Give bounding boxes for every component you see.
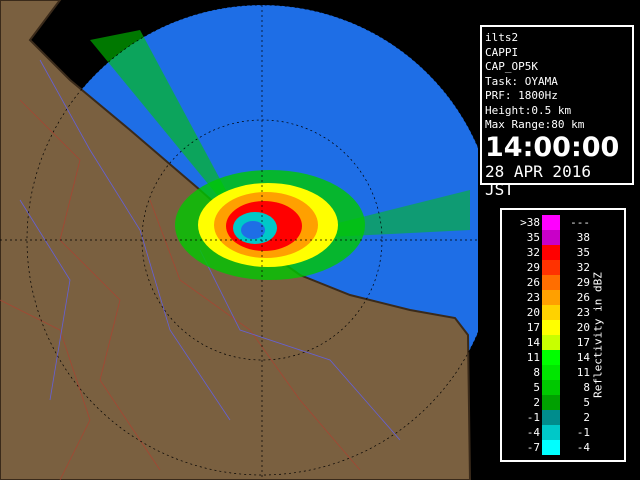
legend-swatch [542,335,560,350]
legend-swatch [542,275,560,290]
radar-map [0,0,478,480]
legend-swatch [542,395,560,410]
legend-swatch [542,215,560,230]
legend-low: -7 [526,441,540,454]
legend-low: 5 [533,381,540,394]
legend-high: 20 [576,321,590,334]
legend-low: -1 [526,411,540,424]
range-rings [0,0,478,480]
legend-high: 35 [576,246,590,259]
info-line: CAP_OP5K [485,60,538,73]
legend-high: 26 [576,291,590,304]
legend-row: 29 32 [502,260,624,275]
legend-row: 20 23 [502,305,624,320]
legend-swatch [542,230,560,245]
legend-low: 26 [526,276,540,289]
legend: Reflectivity in dBZ >38 --- 35 38 32 35 29 32 26… [500,208,626,462]
legend-swatch [542,290,560,305]
legend-row: 35 38 [502,230,624,245]
legend-row: -4 -1 [502,425,624,440]
legend-row: 17 20 [502,320,624,335]
legend-low: 20 [526,306,540,319]
legend-high: 23 [576,306,590,319]
legend-high: 8 [583,381,590,394]
info-line: PRF: 1800Hz [485,89,558,102]
info-line: Task: OYAMA [485,74,558,88]
legend-row: 23 26 [502,290,624,305]
info-line: ilts2 [485,31,519,44]
legend-swatch [542,425,560,440]
boundaries [0,99,361,480]
legend-low: 11 [526,351,540,364]
legend-row: 32 35 [502,245,624,260]
time: 14:00:00 [485,131,620,163]
info-line: Height:0.5 km [485,103,572,117]
legend-low: 8 [533,366,540,379]
legend-high: 38 [576,231,590,244]
legend-swatch [542,245,560,260]
date: 28 APR 2016 JST [485,161,591,199]
rivers [19,59,401,441]
legend-swatch [542,350,560,365]
legend-low: >38 [520,216,540,229]
legend-high: --- [570,216,590,229]
legend-swatch [542,305,560,320]
legend-low: 2 [533,396,540,409]
legend-low: 35 [526,231,540,244]
legend-row: 14 17 [502,335,624,350]
legend-row: -1 2 [502,410,624,425]
legend-swatch [542,260,560,275]
legend-swatch [542,410,560,425]
legend-low: -4 [526,426,540,439]
legend-low: 14 [526,336,540,349]
legend-swatch [542,320,560,335]
legend-high: 14 [576,351,590,364]
legend-swatch [542,440,560,455]
legend-high: -4 [576,441,590,454]
legend-swatch [542,365,560,380]
legend-high: 32 [576,261,590,274]
legend-row: 8 11 [502,365,624,380]
legend-row: 11 14 [502,350,624,365]
legend-low: 23 [526,291,540,304]
echo [90,30,470,280]
legend-high: -1 [576,426,590,439]
legend-high: 11 [576,366,590,379]
legend-row: 26 29 [502,275,624,290]
legend-low: 17 [526,321,540,334]
info-line: Max Range:80 km [485,118,585,131]
legend-swatch [542,380,560,395]
legend-low: 29 [526,261,540,274]
legend-low: 32 [526,246,540,259]
legend-high: 29 [576,276,590,289]
info-panel: ilts2 CAPPI CAP_OP5K Task: OYAMA PRF: 1800Hz… [480,25,634,198]
legend-row: -7 -4 [502,440,624,455]
legend-high: 5 [583,396,590,409]
legend-row: >38 --- [502,215,624,230]
legend-high: 17 [576,336,590,349]
legend-high: 2 [583,411,590,424]
info-line: CAPPI [485,45,519,59]
